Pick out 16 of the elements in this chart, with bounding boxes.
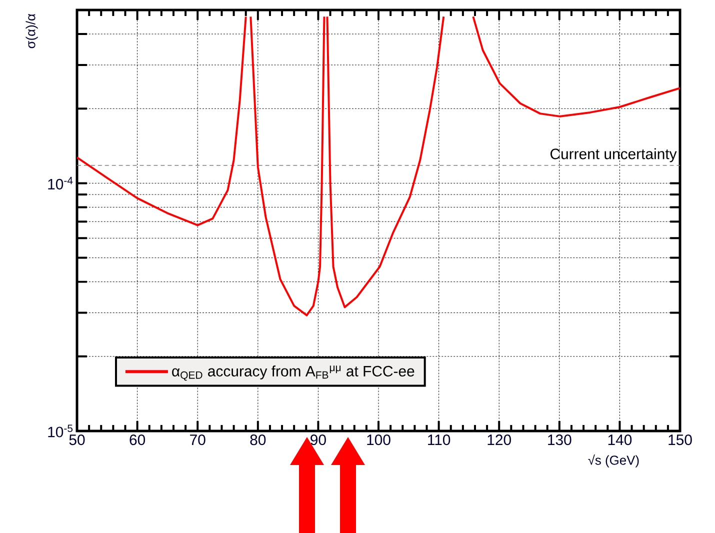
legend-label: α$_{QED}$ accuracy from A$_{FB}$$^{μμ}$ at FCC-ee: [172, 366, 414, 381]
x-tick-label: 100: [367, 434, 390, 446]
x-tick-label: 70: [190, 434, 206, 446]
x-tick-label: 50: [69, 434, 85, 446]
x-tick-label: 140: [608, 434, 632, 446]
x-tick-label: 90: [310, 434, 326, 446]
x-axis-title: √s (GeV): [588, 454, 639, 468]
y-tick-label: 10$^{-4}$: [48, 176, 73, 190]
ref-line-label: Current uncertainty: [550, 148, 677, 162]
x-tick-label: 60: [130, 434, 146, 446]
x-tick-label: 110: [428, 434, 450, 446]
x-tick-label: 80: [250, 434, 266, 446]
x-tick-label: 120: [488, 434, 511, 446]
x-tick-label: 130: [548, 434, 572, 446]
y-axis-title: σ(α)/α: [26, 14, 38, 48]
x-tick-label: 150: [668, 434, 692, 446]
